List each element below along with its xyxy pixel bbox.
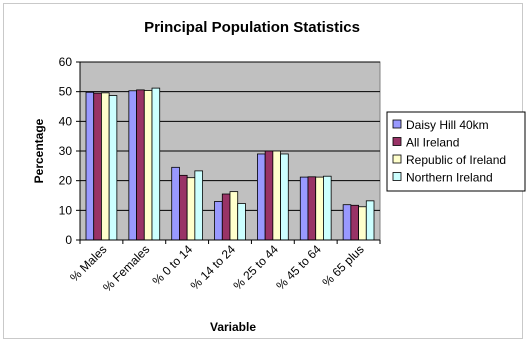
bar [108, 95, 118, 241]
bar [307, 176, 317, 241]
x-tick-label: % Females [100, 242, 152, 294]
bar [221, 193, 231, 241]
chart-title: Principal Population Statistics [144, 19, 360, 36]
x-tick-label: % 14 to 24 [188, 242, 239, 293]
y-tick-label: 30 [59, 144, 73, 158]
bar [237, 203, 246, 241]
x-tick-label: % 65 plus [320, 242, 367, 289]
bar [151, 87, 161, 241]
bar [128, 90, 137, 241]
bar [85, 91, 95, 241]
bar [280, 153, 289, 241]
y-tick-label: 40 [59, 114, 73, 128]
bar [272, 150, 281, 241]
bar [194, 170, 203, 241]
bar [358, 206, 367, 241]
legend-label: Daisy Hill 40km [406, 118, 489, 132]
bar [214, 201, 223, 241]
bar [299, 176, 309, 241]
x-tick-label: % 25 to 44 [231, 242, 282, 293]
y-axis-ticks: 0 10 20 30 40 50 60 [59, 55, 80, 247]
x-tick-label: % 45 to 64 [273, 242, 324, 293]
legend-swatch [392, 154, 402, 164]
y-tick-label: 20 [59, 174, 73, 188]
bar [93, 92, 102, 241]
legend-label: Northern Ireland [406, 171, 493, 185]
bar [186, 177, 196, 241]
bar [257, 153, 266, 241]
bar [264, 150, 274, 241]
bar [136, 89, 145, 241]
legend-swatch [392, 119, 402, 129]
legend-box [386, 111, 526, 192]
x-axis-ticks: % Males% Females% 0 to 14% 14 to 24% 25 … [67, 240, 381, 295]
bar [101, 92, 110, 241]
y-tick-label: 60 [59, 55, 73, 69]
legend: Daisy Hill 40km All Ireland Republic of Ir… [386, 111, 526, 192]
bar [171, 166, 180, 241]
bar [179, 174, 188, 241]
y-tick-label: 50 [59, 85, 73, 99]
legend-swatch [392, 172, 402, 181]
x-axis-title: Variable [210, 320, 256, 334]
y-tick-label: 0 [65, 233, 72, 247]
legend-label: All Ireland [406, 136, 459, 150]
bar [342, 204, 352, 241]
y-axis-title: Percentage [32, 118, 46, 183]
legend-swatch [392, 137, 402, 146]
bar [229, 191, 239, 241]
y-tick-label: 10 [59, 203, 73, 217]
bar [365, 200, 375, 241]
bar [315, 176, 324, 241]
bar [143, 90, 153, 241]
bar [350, 204, 359, 241]
x-tick-label: % Males [67, 242, 109, 284]
legend-label: Republic of Ireland [406, 153, 506, 167]
bar [323, 175, 332, 241]
